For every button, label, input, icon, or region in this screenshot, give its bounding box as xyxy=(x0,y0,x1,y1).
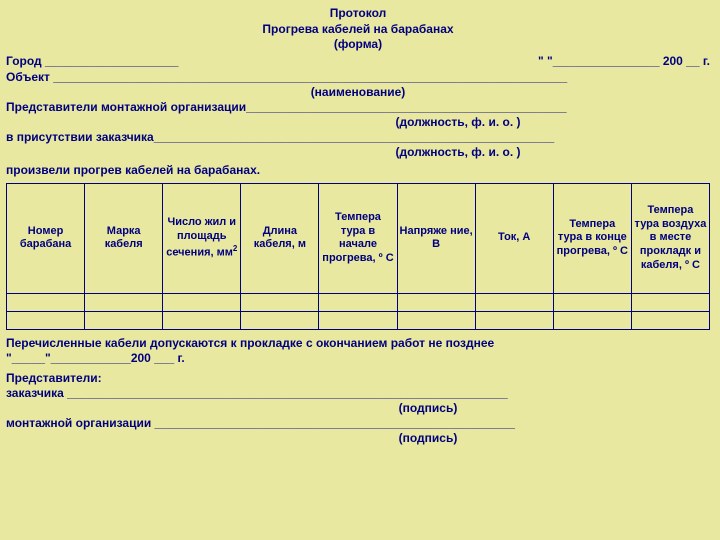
customer-signature-field: заказчика ______________________________… xyxy=(6,386,710,400)
table-row xyxy=(7,293,710,311)
customer-presence-field: в присутствии заказчика_________________… xyxy=(6,130,710,144)
table-header-row: Номер барабана Марка кабеля Число жил и … xyxy=(7,183,710,293)
customer-caption: (должность, ф. и. о. ) xyxy=(6,145,710,159)
col-cores-area: Число жил и площадь сечения, мм2 xyxy=(163,183,241,293)
col-air-temp: Темпера тура воздуха в месте прокладк и … xyxy=(631,183,709,293)
representatives-label: Представители: xyxy=(6,371,710,385)
col-cable-brand: Марка кабеля xyxy=(85,183,163,293)
representatives-field: Представители монтажной организации_____… xyxy=(6,100,710,114)
title-line-3: (форма) xyxy=(6,37,710,53)
city-field: Город ____________________ xyxy=(6,54,178,68)
col-cable-length: Длина кабеля, м xyxy=(241,183,319,293)
table-row xyxy=(7,311,710,329)
object-caption: (наименование) xyxy=(6,85,710,99)
col-temp-start: Темпера тура в начале прогрева, º С xyxy=(319,183,397,293)
data-table: Номер барабана Марка кабеля Число жил и … xyxy=(6,183,710,330)
doc-title: Протокол Прогрева кабелей на барабанах (… xyxy=(6,6,710,53)
title-line-1: Протокол xyxy=(6,6,710,22)
signature-caption-1: (подпись) xyxy=(6,401,710,415)
progrev-statement: произвели прогрев кабелей на барабанах. xyxy=(6,163,710,177)
deadline-date: "_____"____________200 ___ г. xyxy=(6,351,710,365)
montage-org-signature-field: монтажной организации __________________… xyxy=(6,416,710,430)
signature-caption-2: (подпись) xyxy=(6,431,710,445)
col-drum-number: Номер барабана xyxy=(7,183,85,293)
allowed-statement: Перечисленные кабели допускаются к прокл… xyxy=(6,336,710,350)
col-voltage: Напряже ние, В xyxy=(397,183,475,293)
col-current: Ток, А xyxy=(475,183,553,293)
title-line-2: Прогрева кабелей на барабанах xyxy=(6,22,710,38)
rep-caption: (должность, ф. и. о. ) xyxy=(6,115,710,129)
object-field: Объект _________________________________… xyxy=(6,70,710,84)
date-field: " "________________ 200 __ г. xyxy=(538,54,710,68)
col-temp-end: Темпера тура в конце прогрева, º С xyxy=(553,183,631,293)
